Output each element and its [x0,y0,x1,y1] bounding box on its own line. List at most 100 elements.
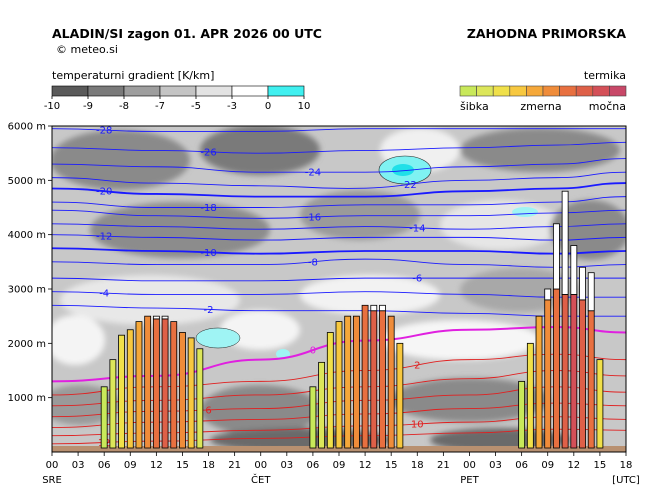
isotherm-label: -22 [400,180,416,191]
x-tick-label: 09 [124,460,137,471]
axes: 1000 m 2000 m 3000 m 4000 m 5000 m 6000 m 00 03… [8,122,640,487]
thermal-bar [100,386,108,449]
isotherm-label: -24 [305,168,321,179]
thermal-legend-label: termika [584,69,626,82]
thermal-bar [387,315,395,449]
isotherm-line [52,223,626,230]
thermal-bar [526,342,534,449]
cloud-bar [379,304,386,312]
thermal-bar [553,288,560,449]
thermal-swatch [609,85,627,97]
thermal-bar [109,359,117,449]
credit-text: © meteo.si [56,43,118,56]
y-tick-label: 4000 m [8,230,46,241]
x-tick-label: 12 [359,460,372,471]
x-tick-label: 06 [307,460,320,471]
isotherm-label: -12 [96,232,112,243]
thermal-bar [126,329,134,449]
isotherm-label: 2 [414,361,420,372]
cloud-bar [587,272,595,312]
x-tick-label: 15 [594,460,607,471]
isotherm-label: 0 [310,346,316,357]
isotherm-line [52,209,626,219]
isotherm-label: 6 [205,405,211,416]
isotherm-line [52,171,626,189]
x-tick-label: 06 [515,460,528,471]
thermal-bar [518,380,526,449]
x-tick-label: 09 [333,460,346,471]
gradient-swatch [51,85,89,97]
gradient-swatch [267,85,305,97]
isotherm-line [52,247,626,255]
x-tick-label: 21 [437,460,450,471]
region-title: ZAHODNA PRIMORSKA [467,26,627,41]
thermal-bar [326,332,334,449]
x-unit-label: [UTC] [612,475,640,486]
thermal-mid-label: zmerna [520,100,561,113]
thermal-bar [161,318,169,449]
x-tick-label: 00 [463,460,476,471]
thermal-bar [187,337,195,449]
x-tick-label: 15 [385,460,398,471]
x-tick-label: 18 [411,460,424,471]
thermal-bar [196,348,204,449]
thermal-legend [459,85,627,97]
thermal-bars [100,190,604,449]
thermal-swatch [559,85,577,97]
thermal-bar [318,361,326,449]
thermal-swatch [526,85,544,97]
gradient-shading [52,126,626,452]
isotherm-label: -10 [200,248,216,259]
gradient-tick-label: -9 [83,101,93,112]
thermal-swatch [592,85,610,97]
cloud-bar [579,266,586,301]
x-tick-label: 06 [98,460,111,471]
isotherm-label: -14 [409,223,425,234]
gradient-swatch [87,85,125,97]
gradient-tick-label: -8 [119,101,129,112]
gradient-swatch [123,85,161,97]
thermal-swatch [542,85,560,97]
thermal-bar [179,332,186,449]
gradient-legend: -10 -9 -8 -7 -5 -3 0 10 [44,85,310,112]
thermal-swatch [459,85,477,97]
gradient-swatch [231,85,269,97]
thermal-bar [535,315,543,449]
isotherm-label: -8 [308,257,318,268]
isotherm-line [52,258,626,268]
isotherm-label: -2 [204,305,214,316]
isotherm-label: -20 [96,187,112,198]
isotherm-line [52,196,626,208]
y-tick-label: 1000 m [8,393,46,404]
isotherm-line [52,182,626,198]
day-label: SRE [42,475,62,486]
thermal-bar [596,359,604,449]
x-tick-label: 12 [150,460,163,471]
thermal-swatch [509,85,527,97]
gradient-swatch [195,85,233,97]
cloud-bar [553,223,560,290]
thermal-swatch [492,85,511,97]
y-tick-label: 5000 m [8,176,46,187]
gradient-tick-label: -10 [44,101,60,112]
thermal-bar [587,310,595,449]
x-tick-label: 12 [567,460,580,471]
thermal-high-label: močna [589,100,626,113]
thermal-bar [370,310,378,449]
thermal-bar [135,321,143,449]
x-tick-label: 15 [176,460,189,471]
x-tick-label: 03 [280,460,293,471]
thermal-low-label: šibka [460,100,489,113]
thermal-bar [144,315,152,449]
x-tick-label: 00 [254,460,267,471]
x-tick-label: 21 [228,460,241,471]
x-tick-label: 03 [72,460,85,471]
thermal-bar [379,310,386,449]
cloud-bar [544,288,552,301]
day-label: PET [460,475,479,486]
isotherm-line [52,277,626,282]
thermal-bar [118,334,125,449]
thermal-bar [344,315,352,449]
thermal-bar [352,315,360,449]
cloud-bar [161,315,169,320]
